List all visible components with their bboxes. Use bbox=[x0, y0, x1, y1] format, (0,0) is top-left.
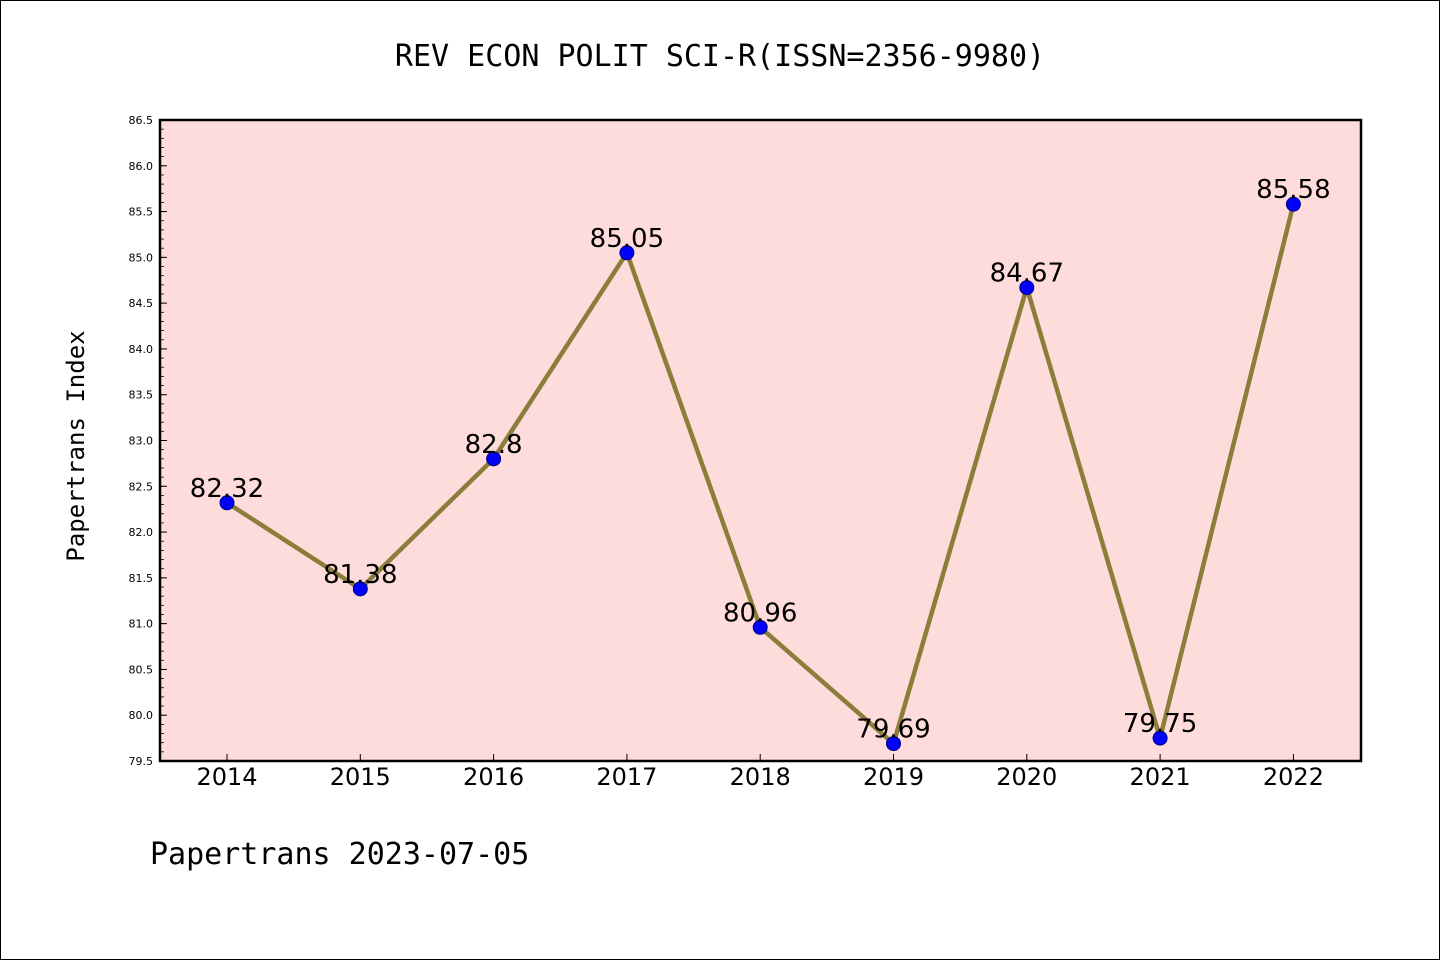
y-tick-label: 84.0 bbox=[129, 343, 154, 356]
x-tick-label: 2021 bbox=[1130, 763, 1191, 791]
data-point-2014 bbox=[219, 495, 235, 511]
data-label-2019: 79.69 bbox=[856, 715, 930, 745]
data-label-2021: 79.75 bbox=[1123, 709, 1197, 739]
data-point-2017 bbox=[619, 245, 635, 261]
y-tick-label: 82.5 bbox=[129, 480, 154, 493]
y-tick-label: 85.0 bbox=[129, 251, 154, 264]
x-tick-label: 2018 bbox=[730, 763, 791, 791]
y-tick-label: 86.0 bbox=[129, 160, 154, 173]
y-tick-label: 79.5 bbox=[129, 755, 154, 768]
data-label-2020: 84.67 bbox=[990, 259, 1064, 289]
plot-border bbox=[158, 118, 1363, 763]
data-label-2018: 80.96 bbox=[723, 598, 797, 628]
data-label-group: 82.32 81.38 82.8 85.05 80.96 79.69 84.67 79.75 8… bbox=[190, 175, 1331, 744]
data-label-2016: 82.8 bbox=[465, 430, 523, 460]
y-tick-label: 83.5 bbox=[129, 389, 154, 402]
y-tick-label: 80.0 bbox=[129, 709, 154, 722]
data-label-2015: 81.38 bbox=[323, 560, 397, 590]
data-point-2020 bbox=[1019, 280, 1035, 296]
data-point-2022 bbox=[1285, 196, 1301, 212]
x-axis: 2014 2015 2016 2017 2018 2019 2020 2021 2022 bbox=[196, 754, 1324, 791]
y-tick-label: 83.0 bbox=[129, 435, 154, 448]
data-point-2019 bbox=[886, 736, 901, 752]
x-tick-label: 2017 bbox=[596, 763, 657, 791]
x-tick-label: 2019 bbox=[863, 763, 924, 791]
x-tick-label: 2014 bbox=[196, 763, 257, 791]
y-tick-label: 80.5 bbox=[129, 663, 154, 676]
x-tick-label: 2022 bbox=[1263, 763, 1324, 791]
y-axis-label: Papertrans Index bbox=[62, 330, 90, 561]
data-point-2018 bbox=[752, 619, 768, 635]
plot-area bbox=[160, 120, 1361, 761]
y-tick-label: 84.5 bbox=[129, 297, 154, 310]
x-tick-label: 2020 bbox=[996, 763, 1057, 791]
y-tick-label: 81.5 bbox=[129, 572, 154, 585]
data-label-2022: 85.58 bbox=[1256, 175, 1330, 205]
data-point-2021 bbox=[1152, 730, 1168, 746]
y-tick-label: 82.0 bbox=[129, 526, 154, 539]
data-point-2016 bbox=[486, 451, 502, 467]
y-tick-label: 86.5 bbox=[129, 114, 154, 127]
footer-date: Papertrans 2023-07-05 bbox=[150, 837, 529, 872]
y-axis: 79.5 80.0 80.5 81.0 81.5 82.0 82.5 83.0 83.5 84.0… bbox=[129, 114, 167, 768]
y-tick-label: 85.5 bbox=[129, 206, 154, 219]
data-label-2017: 85.05 bbox=[590, 224, 664, 254]
x-tick-label: 2016 bbox=[463, 763, 524, 791]
x-tick-label: 2015 bbox=[330, 763, 391, 791]
data-label-2014: 82.32 bbox=[190, 474, 264, 504]
data-point-2015 bbox=[352, 581, 368, 597]
marker-group bbox=[219, 196, 1301, 752]
y-tick-label: 81.0 bbox=[129, 618, 154, 631]
chart-title: REV ECON POLIT SCI-R(ISSN=2356-9980) bbox=[395, 39, 1045, 74]
